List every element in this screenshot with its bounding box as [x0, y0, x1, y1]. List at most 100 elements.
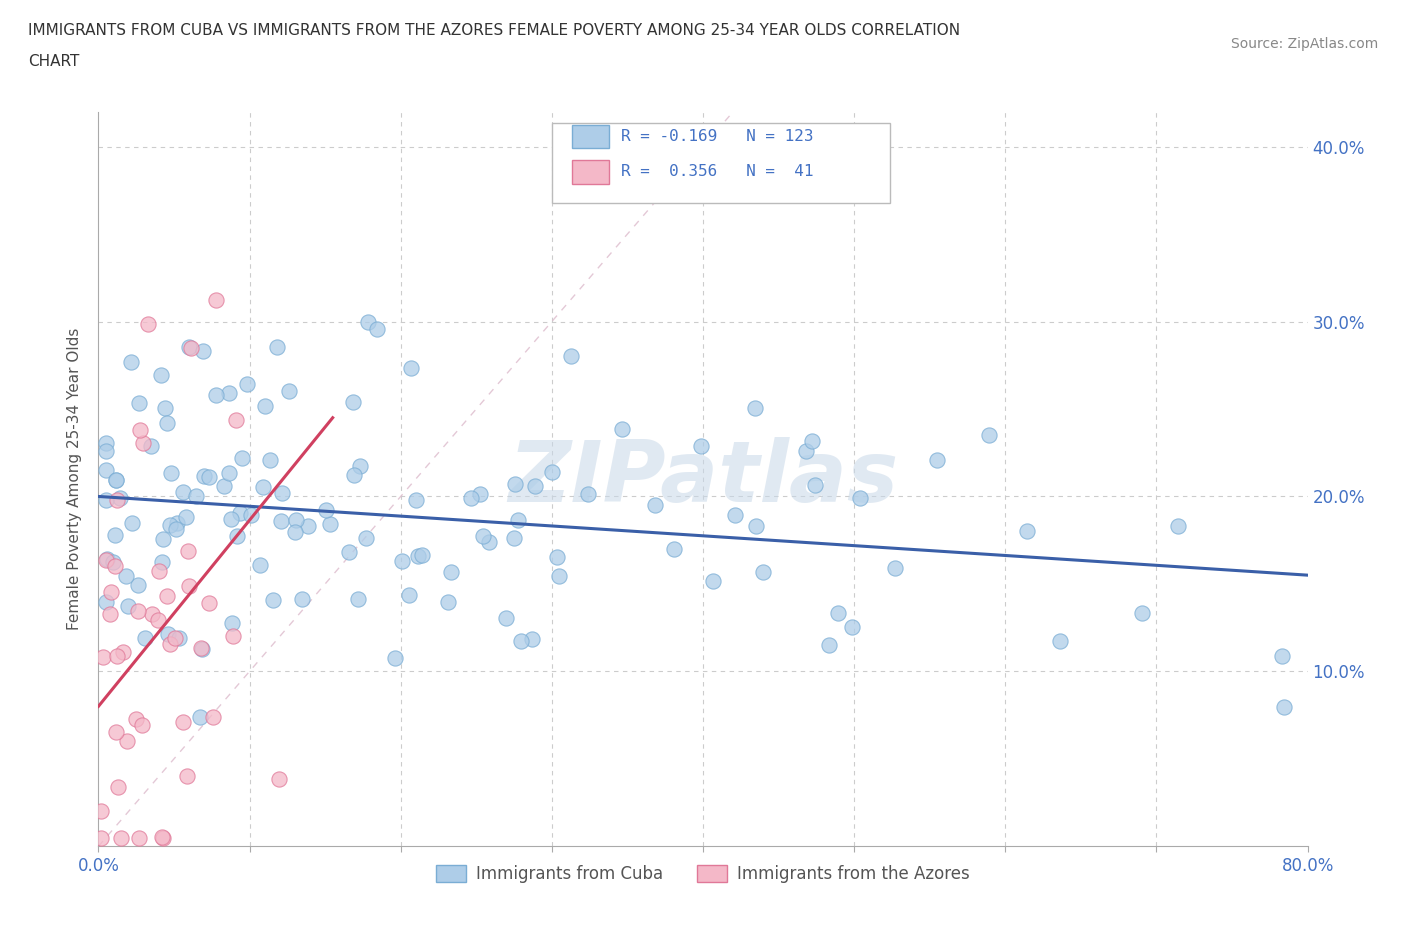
Point — [117, 599, 139, 614]
Point — [131, 718, 153, 733]
Point — [111, 644, 134, 659]
Point — [165, 522, 187, 537]
Point — [141, 607, 163, 622]
Point — [225, 412, 247, 427]
Point — [724, 508, 747, 523]
Point — [96, 552, 118, 567]
Point — [927, 453, 949, 468]
Point — [160, 466, 183, 481]
Point — [91, 649, 114, 664]
Bar — [572, 160, 609, 183]
Bar — [572, 125, 609, 149]
Text: IMMIGRANTS FROM CUBA VS IMMIGRANTS FROM THE AZORES FEMALE POVERTY AMONG 25-34 YE: IMMIGRANTS FROM CUBA VS IMMIGRANTS FROM … — [28, 23, 960, 38]
Point — [172, 485, 194, 499]
Point — [218, 385, 240, 400]
Point — [249, 557, 271, 572]
Point — [110, 490, 132, 505]
Text: CHART: CHART — [28, 54, 80, 69]
Point — [188, 709, 211, 724]
Point — [159, 518, 181, 533]
Point — [105, 472, 128, 487]
Point — [166, 515, 188, 530]
Point — [254, 398, 277, 413]
Point — [270, 513, 292, 528]
Point — [523, 478, 546, 493]
Point — [128, 830, 150, 845]
Point — [291, 591, 314, 606]
Point — [105, 724, 128, 739]
Point — [752, 565, 775, 579]
Point — [744, 400, 766, 415]
Point — [548, 569, 571, 584]
Point — [128, 396, 150, 411]
Y-axis label: Female Poverty Among 25-34 Year Olds: Female Poverty Among 25-34 Year Olds — [67, 327, 83, 631]
Point — [177, 339, 200, 354]
Point — [94, 444, 117, 458]
Point — [510, 633, 533, 648]
Point — [139, 439, 162, 454]
Point — [522, 631, 544, 646]
Point — [271, 485, 294, 500]
Point — [212, 479, 235, 494]
Text: Source: ZipAtlas.com: Source: ZipAtlas.com — [1230, 37, 1378, 51]
Point — [218, 465, 240, 480]
Point — [471, 529, 494, 544]
Point — [152, 830, 174, 845]
Point — [190, 642, 212, 657]
Point — [104, 558, 127, 573]
Point — [156, 416, 179, 431]
Point — [103, 555, 125, 570]
Point — [506, 512, 529, 527]
Point — [644, 498, 666, 512]
Point — [702, 573, 724, 588]
Point — [222, 629, 245, 644]
Point — [186, 489, 208, 504]
Point — [148, 564, 170, 578]
Point — [689, 439, 711, 454]
Point — [205, 387, 228, 402]
Point — [354, 531, 377, 546]
Point — [284, 525, 307, 539]
Legend: Immigrants from Cuba, Immigrants from the Azores: Immigrants from Cuba, Immigrants from th… — [430, 857, 976, 889]
Point — [849, 491, 872, 506]
Text: R = -0.169   N = 123: R = -0.169 N = 123 — [621, 129, 813, 144]
Point — [540, 465, 562, 480]
Point — [226, 528, 249, 543]
Point — [191, 343, 214, 358]
Point — [157, 627, 180, 642]
Point — [94, 492, 117, 507]
Point — [804, 478, 827, 493]
Point — [319, 517, 342, 532]
Point — [1272, 699, 1295, 714]
Point — [794, 444, 817, 458]
Point — [884, 560, 907, 575]
Point — [104, 472, 127, 487]
Point — [437, 594, 460, 609]
Point — [502, 531, 524, 546]
Point — [127, 604, 149, 618]
Point — [405, 492, 427, 507]
Point — [240, 508, 263, 523]
Point — [180, 340, 202, 355]
Point — [818, 638, 841, 653]
Point — [219, 512, 242, 526]
Point — [1271, 648, 1294, 663]
Point — [153, 400, 176, 415]
Point — [801, 433, 824, 448]
Point — [176, 769, 198, 784]
Point — [198, 470, 221, 485]
Point — [1049, 633, 1071, 648]
Point — [546, 550, 568, 565]
Point — [129, 422, 152, 437]
Point — [252, 480, 274, 495]
Point — [110, 830, 132, 845]
Point — [315, 502, 337, 517]
Point — [1167, 519, 1189, 534]
Point — [503, 476, 526, 491]
Point — [152, 532, 174, 547]
Point — [662, 541, 685, 556]
Point — [105, 493, 128, 508]
Point — [105, 648, 128, 663]
Text: R =  0.356   N =  41: R = 0.356 N = 41 — [621, 165, 813, 179]
Point — [98, 607, 121, 622]
